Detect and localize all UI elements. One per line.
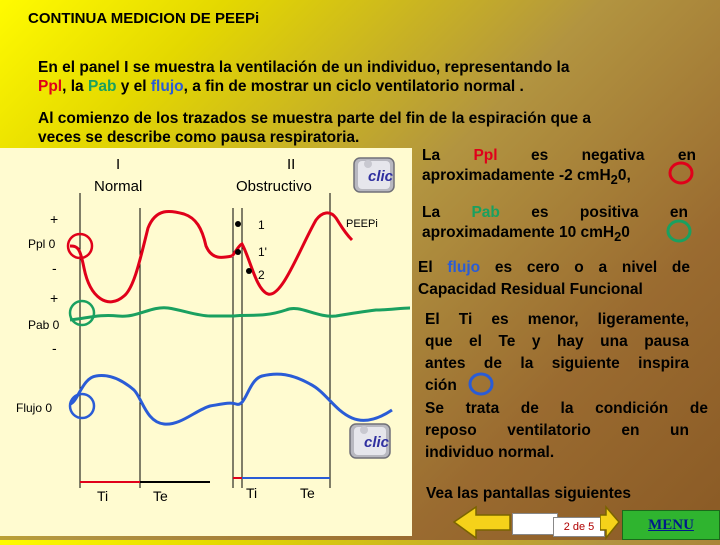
- intro-paragraph: En el panel I se muestra la ventilación …: [38, 58, 569, 96]
- ti-label-2: Ti: [246, 485, 258, 501]
- te-label-1: Te: [153, 488, 168, 504]
- flujo-zero-label: Flujo 0: [16, 401, 53, 415]
- pab-trace: [69, 306, 411, 322]
- page-indicator: 2 de 5: [553, 517, 605, 537]
- pab-highlight-circle: [68, 299, 96, 327]
- flujo-term: flujo: [447, 259, 481, 276]
- intro-line-2: Ppl, la Pab y el flujo, a fin de mostrar…: [38, 77, 569, 96]
- intro-sep: y el: [116, 78, 151, 95]
- ppl-desc-line-1: La Ppl es negativa en: [422, 146, 696, 166]
- clic-icon: [349, 423, 391, 459]
- mark-2-label: 2: [258, 268, 265, 282]
- panel-label-ii: II: [287, 156, 296, 173]
- text: El: [418, 259, 448, 276]
- trata-desc-line-1: Se trata de la condición de: [425, 400, 708, 417]
- next-button[interactable]: [599, 504, 620, 541]
- trata-desc-line-3: individuo normal.: [425, 444, 555, 461]
- pab-desc-line-1: La Pab es positiva en: [422, 203, 688, 223]
- pab-term: Pab: [471, 204, 500, 221]
- intro-sep: , la: [62, 78, 88, 95]
- ppl-trace-obstructive: [230, 211, 354, 296]
- ppl-trace-normal: [69, 209, 233, 304]
- clic-icon: [353, 157, 395, 193]
- ti-desc-line-4: ción: [425, 377, 457, 394]
- see-next-screens: Vea las pantallas siguientes: [426, 485, 632, 502]
- subscript: 2: [614, 229, 622, 245]
- ti-desc-line-3: antes de la siguiente inspira: [425, 355, 689, 372]
- pause-line-1: Al comienzo de los trazados se muestra p…: [38, 110, 591, 127]
- panel-label-i: I: [116, 156, 121, 173]
- text: 0,: [617, 167, 631, 184]
- peepi-label: PEEPi: [346, 218, 378, 230]
- text: es cero o a nivel de: [480, 259, 690, 276]
- text: 0: [621, 224, 630, 241]
- marker-1: [235, 221, 241, 227]
- pab-term: Pab: [87, 78, 117, 95]
- ppl-highlight-circle: [66, 232, 94, 260]
- ppl-term: Ppl: [473, 147, 498, 164]
- flujo-trace: [69, 372, 393, 426]
- pause-paragraph: Al comienzo de los trazados se muestra p…: [38, 109, 591, 147]
- word: es: [530, 147, 549, 164]
- arrow-left-icon: [452, 505, 511, 540]
- word: es: [531, 204, 549, 221]
- ppl-term: Ppl: [38, 78, 63, 95]
- pab-circle-icon: [666, 219, 692, 243]
- pab-plus: +: [50, 290, 59, 306]
- ppl-circle-icon: [668, 161, 694, 185]
- word: La: [422, 204, 441, 221]
- ti-desc-line-1: El Ti es menor, ligeramente,: [425, 311, 689, 328]
- ppl-minus: -: [52, 260, 57, 276]
- pab-minus: -: [52, 340, 57, 356]
- marker-2: [246, 268, 252, 274]
- ppl-desc-line-2: aproximadamente -2 cmH20,: [422, 166, 696, 190]
- arrow-right-icon: [599, 504, 620, 541]
- waveform-traces: [66, 193, 411, 488]
- marker-1p: [235, 249, 241, 255]
- panel-label-normal: Normal: [94, 178, 143, 195]
- panel-label-obstructivo: Obstructivo: [236, 178, 312, 195]
- clic-label-bottom: clic: [364, 434, 390, 451]
- pab-desc-line-2: aproximadamente 10 cmH20: [422, 223, 688, 247]
- text: aproximadamente -2 cmH: [422, 167, 611, 184]
- word: positiva: [579, 204, 639, 221]
- word: La: [422, 147, 441, 164]
- pab-zero-label: Pab 0: [28, 318, 60, 332]
- word: en: [669, 204, 688, 221]
- clic-button-bottom[interactable]: clic: [342, 418, 398, 468]
- word: negativa: [581, 147, 645, 164]
- mark-1-label: 1: [258, 218, 265, 232]
- flujo-highlight-circle: [68, 392, 96, 420]
- ppl-plus: +: [50, 211, 59, 227]
- subscript: 2: [610, 172, 618, 188]
- flujo-term: flujo: [150, 78, 184, 95]
- waveform-panel: I Normal II Obstructivo + Ppl 0 - + Pab …: [0, 148, 412, 536]
- word: en: [677, 147, 696, 164]
- page-title: CONTINUA MEDICION DE PEEPi: [28, 10, 260, 27]
- intro-rest: , a fin de mostrar un ciclo ventilatorio…: [183, 78, 524, 95]
- ti-label-1: Ti: [97, 488, 109, 504]
- flujo-circle-icon: [468, 372, 494, 396]
- pause-line-2: veces se describe como pausa respiratori…: [38, 129, 360, 146]
- previous-button[interactable]: [452, 505, 512, 540]
- te-label-2: Te: [300, 485, 315, 501]
- clic-button-top[interactable]: clic: [346, 152, 402, 202]
- menu-button[interactable]: MENU: [622, 510, 720, 540]
- clic-label-top: clic: [368, 168, 394, 185]
- trata-desc-line-2: reposo ventilatorio en un: [425, 422, 689, 439]
- text: aproximadamente 10 cmH: [422, 224, 615, 241]
- ppl-zero-label: Ppl 0: [28, 237, 56, 251]
- flujo-desc-line-1: El flujo es cero o a nivel de: [418, 258, 690, 278]
- ti-desc-line-2: que el Te y hay una pausa: [425, 333, 689, 350]
- page-indicator-bg: [512, 513, 558, 535]
- flujo-desc-line-2: Capacidad Residual Funcional: [418, 281, 643, 298]
- mark-1p-label: 1': [258, 245, 267, 259]
- intro-line-1: En el panel I se muestra la ventilación …: [38, 59, 570, 76]
